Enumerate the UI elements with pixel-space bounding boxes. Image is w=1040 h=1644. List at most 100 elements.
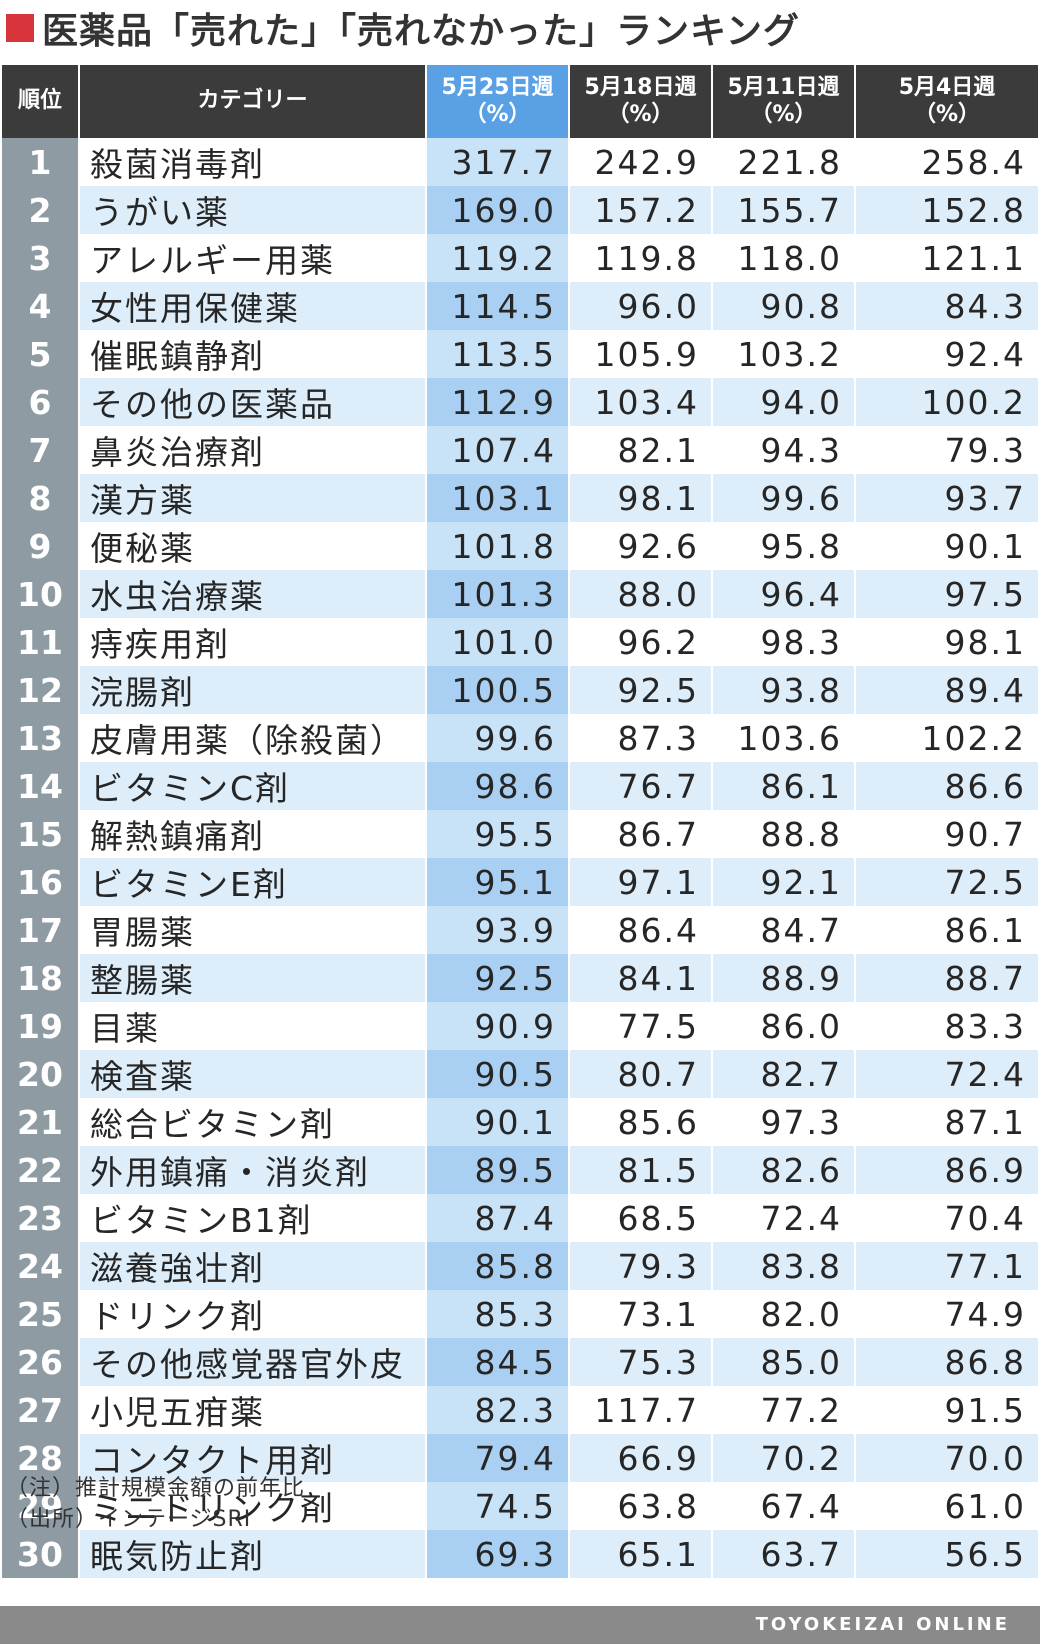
rank-cell: 16 xyxy=(2,858,80,906)
source-text: （出所）インテージSRI xyxy=(6,1507,252,1532)
header-week-1: 5月25日週 （%） xyxy=(427,65,570,138)
value-cell-week-2: 66.9 xyxy=(570,1434,713,1482)
value-cell-week-1: 87.4 xyxy=(427,1194,570,1242)
value-cell-week-2: 86.4 xyxy=(570,906,713,954)
value-cell-week-4: 77.1 xyxy=(856,1242,1038,1290)
table-row: 10 水虫治療薬 101.3 88.0 96.4 97.5 xyxy=(2,570,1038,618)
value-cell-week-4: 92.4 xyxy=(856,330,1038,378)
value-cell-week-4: 87.1 xyxy=(856,1098,1038,1146)
value-cell-week-4: 61.0 xyxy=(856,1482,1038,1530)
rank-cell: 21 xyxy=(2,1098,80,1146)
value-cell-week-1: 90.5 xyxy=(427,1050,570,1098)
value-cell-week-4: 79.3 xyxy=(856,426,1038,474)
header-week-1-label: 5月25日週 xyxy=(441,75,554,101)
header-category: カテゴリー xyxy=(80,65,427,138)
value-cell-week-1: 92.5 xyxy=(427,954,570,1002)
header-week-4: 5月4日週 （%） xyxy=(856,65,1038,138)
value-cell-week-3: 94.0 xyxy=(713,378,856,426)
value-cell-week-3: 77.2 xyxy=(713,1386,856,1434)
rank-cell: 11 xyxy=(2,618,80,666)
table-row: 18 整腸薬 92.5 84.1 88.9 88.7 xyxy=(2,954,1038,1002)
value-cell-week-2: 63.8 xyxy=(570,1482,713,1530)
value-cell-week-4: 98.1 xyxy=(856,618,1038,666)
value-cell-week-2: 81.5 xyxy=(570,1146,713,1194)
value-cell-week-3: 94.3 xyxy=(713,426,856,474)
table-row: 14 ビタミンC剤 98.6 76.7 86.1 86.6 xyxy=(2,762,1038,810)
value-cell-week-1: 69.3 xyxy=(427,1530,570,1578)
value-cell-week-1: 107.4 xyxy=(427,426,570,474)
value-cell-week-1: 114.5 xyxy=(427,282,570,330)
value-cell-week-4: 72.4 xyxy=(856,1050,1038,1098)
value-cell-week-3: 99.6 xyxy=(713,474,856,522)
header-week-2-unit: （%） xyxy=(607,101,674,127)
value-cell-week-1: 317.7 xyxy=(427,138,570,186)
category-cell: 滋養強壮剤 xyxy=(80,1242,427,1290)
rank-cell: 27 xyxy=(2,1386,80,1434)
value-cell-week-2: 96.0 xyxy=(570,282,713,330)
value-cell-week-3: 84.7 xyxy=(713,906,856,954)
value-cell-week-2: 119.8 xyxy=(570,234,713,282)
value-cell-week-3: 88.8 xyxy=(713,810,856,858)
table-row: 13 皮膚用薬（除殺菌） 99.6 87.3 103.6 102.2 xyxy=(2,714,1038,762)
rank-cell: 13 xyxy=(2,714,80,762)
table-row: 26 その他感覚器官外皮 84.5 75.3 85.0 86.8 xyxy=(2,1338,1038,1386)
value-cell-week-3: 97.3 xyxy=(713,1098,856,1146)
value-cell-week-3: 86.1 xyxy=(713,762,856,810)
value-cell-week-1: 90.9 xyxy=(427,1002,570,1050)
value-cell-week-2: 97.1 xyxy=(570,858,713,906)
value-cell-week-1: 113.5 xyxy=(427,330,570,378)
value-cell-week-2: 85.6 xyxy=(570,1098,713,1146)
value-cell-week-2: 75.3 xyxy=(570,1338,713,1386)
table-row: 29 ミニドリンク剤 74.5 63.8 67.4 61.0 xyxy=(2,1482,1038,1530)
ranking-table: 順位 カテゴリー 5月25日週 （%） 5月18日週 （%） 5月11日週 （%… xyxy=(2,65,1038,1578)
value-cell-week-4: 83.3 xyxy=(856,1002,1038,1050)
header-week-3: 5月11日週 （%） xyxy=(713,65,856,138)
value-cell-week-2: 87.3 xyxy=(570,714,713,762)
category-cell: 外用鎮痛・消炎剤 xyxy=(80,1146,427,1194)
table-row: 23 ビタミンB1剤 87.4 68.5 72.4 70.4 xyxy=(2,1194,1038,1242)
value-cell-week-4: 86.9 xyxy=(856,1146,1038,1194)
value-cell-week-1: 84.5 xyxy=(427,1338,570,1386)
value-cell-week-3: 155.7 xyxy=(713,186,856,234)
value-cell-week-4: 97.5 xyxy=(856,570,1038,618)
value-cell-week-2: 242.9 xyxy=(570,138,713,186)
header-week-4-unit: （%） xyxy=(913,101,981,127)
table-row: 11 痔疾用剤 101.0 96.2 98.3 98.1 xyxy=(2,618,1038,666)
value-cell-week-3: 92.1 xyxy=(713,858,856,906)
category-cell: 鼻炎治療剤 xyxy=(80,426,427,474)
rank-cell: 2 xyxy=(2,186,80,234)
rank-cell: 8 xyxy=(2,474,80,522)
value-cell-week-1: 95.5 xyxy=(427,810,570,858)
value-cell-week-1: 89.5 xyxy=(427,1146,570,1194)
value-cell-week-1: 74.5 xyxy=(427,1482,570,1530)
value-cell-week-3: 72.4 xyxy=(713,1194,856,1242)
table-row: 16 ビタミンE剤 95.1 97.1 92.1 72.5 xyxy=(2,858,1038,906)
value-cell-week-3: 63.7 xyxy=(713,1530,856,1578)
header-week-1-unit: （%） xyxy=(464,101,531,127)
table-row: 7 鼻炎治療剤 107.4 82.1 94.3 79.3 xyxy=(2,426,1038,474)
table-row: 4 女性用保健薬 114.5 96.0 90.8 84.3 xyxy=(2,282,1038,330)
header-week-2-label: 5月18日週 xyxy=(584,75,697,101)
category-cell: 水虫治療薬 xyxy=(80,570,427,618)
category-cell: その他の医薬品 xyxy=(80,378,427,426)
rank-cell: 6 xyxy=(2,378,80,426)
rank-cell: 30 xyxy=(2,1530,80,1578)
value-cell-week-1: 100.5 xyxy=(427,666,570,714)
value-cell-week-4: 86.8 xyxy=(856,1338,1038,1386)
rank-cell: 29 xyxy=(2,1482,80,1530)
table-row: 19 目薬 90.9 77.5 86.0 83.3 xyxy=(2,1002,1038,1050)
rank-cell: 19 xyxy=(2,1002,80,1050)
rank-cell: 12 xyxy=(2,666,80,714)
table-row: 9 便秘薬 101.8 92.6 95.8 90.1 xyxy=(2,522,1038,570)
header-week-3-unit: （%） xyxy=(750,101,817,127)
note-text: （注）推計規模金額の前年比 xyxy=(6,1476,306,1501)
table-row: 3 アレルギー用薬 119.2 119.8 118.0 121.1 xyxy=(2,234,1038,282)
category-cell: 解熱鎮痛剤 xyxy=(80,810,427,858)
category-cell: ビタミンC剤 xyxy=(80,762,427,810)
rank-cell: 24 xyxy=(2,1242,80,1290)
value-cell-week-1: 101.3 xyxy=(427,570,570,618)
rank-cell: 3 xyxy=(2,234,80,282)
value-cell-week-3: 70.2 xyxy=(713,1434,856,1482)
rank-cell: 23 xyxy=(2,1194,80,1242)
value-cell-week-4: 100.2 xyxy=(856,378,1038,426)
